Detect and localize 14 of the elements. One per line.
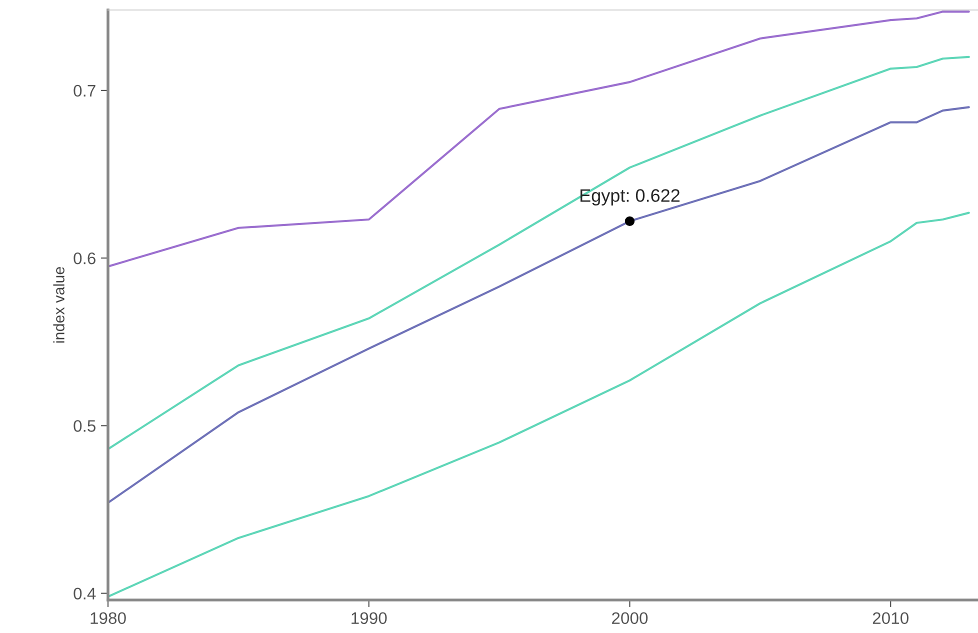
x-tick-label: 1990 <box>352 612 387 624</box>
y-tick-label: 0.7 <box>74 84 96 97</box>
line-series <box>108 56 970 450</box>
line-series <box>108 106 970 504</box>
y-tick-label: 0.6 <box>74 252 96 264</box>
y-axis-title: index value <box>53 267 64 343</box>
annotation: Egypt: 0.622 <box>580 189 680 206</box>
x-tick-label: 2000 <box>612 612 648 624</box>
line-series <box>108 212 970 598</box>
y-tick-label: 0.4 <box>74 588 96 600</box>
x-tick-label: 2010 <box>872 612 908 624</box>
line-series <box>108 10 970 268</box>
y-tick-label: 0.5 <box>74 420 96 432</box>
x-tick-label: 1980 <box>90 612 126 624</box>
